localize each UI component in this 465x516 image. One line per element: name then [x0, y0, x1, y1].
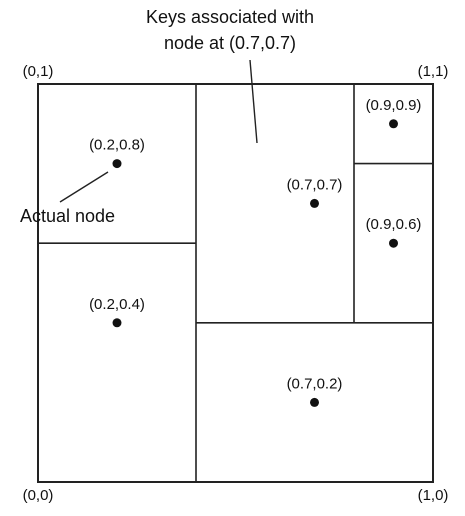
node-point-4: (0.9,0.6): [366, 216, 422, 248]
node-point-label: (0.7,0.2): [287, 375, 343, 392]
annotation-actual-node: Actual node: [20, 206, 115, 226]
node-point-label: (0.2,0.4): [89, 296, 145, 313]
leader-line-top-annotation: [249, 59, 258, 144]
corner-label-top-right: (1,1): [418, 63, 449, 80]
node-point-2: (0.7,0.7): [287, 176, 343, 208]
node-point-label: (0.9,0.6): [366, 216, 422, 233]
node-point-dot: [389, 119, 398, 129]
node-point-label: (0.9,0.9): [366, 97, 422, 114]
node-point-dot: [112, 159, 122, 169]
outer-boundary: [37, 83, 434, 483]
node-point-label: (0.2,0.8): [89, 137, 145, 154]
node-point-dot: [389, 238, 398, 248]
node-point-label: (0.7,0.7): [287, 176, 343, 193]
node-point-dot: [310, 397, 319, 407]
leader-line-actual-node: [59, 171, 109, 203]
corner-label-top-left: (0,1): [23, 63, 54, 80]
annotation-top-line1: Keys associated with: [146, 7, 314, 27]
node-point-dot: [310, 198, 319, 208]
node-point-6: (0.7,0.2): [287, 375, 343, 407]
node-point-3: (0.9,0.9): [366, 97, 422, 129]
partition-lines: [38, 84, 433, 482]
corner-label-bottom-right: (1,0): [418, 487, 449, 504]
node-point-dot: [112, 318, 122, 328]
node-point-5: (0.2,0.4): [89, 296, 145, 328]
corner-label-bottom-left: (0,0): [23, 487, 54, 504]
node-points: (0.2,0.8) (0.7,0.7) (0.9,0.9) (0.9,0.6) (0.2…: [89, 97, 421, 407]
annotation-top-line2: node at (0.7,0.7): [164, 33, 296, 53]
node-point-1: (0.2,0.8): [89, 137, 145, 169]
